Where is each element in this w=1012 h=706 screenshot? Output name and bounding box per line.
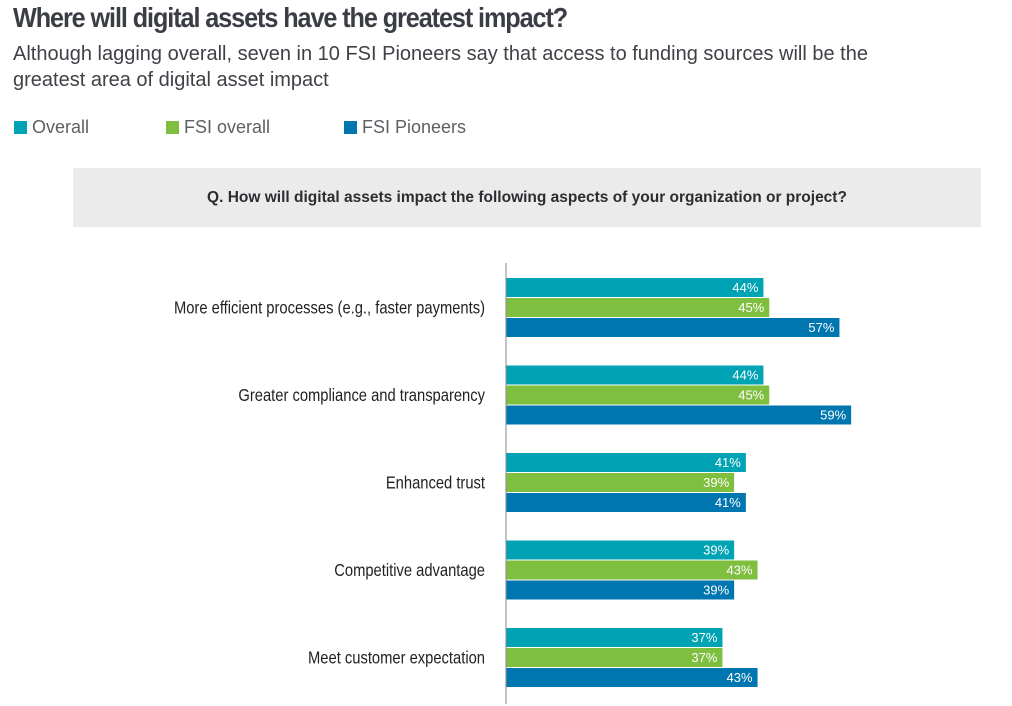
chart-title: Where will digital assets have the great… [13,2,568,33]
bar-value-label: 44% [732,368,758,383]
bar [506,540,735,560]
bar-value-label: 43% [727,563,753,578]
bar-value-label: 43% [727,670,753,685]
bar [506,453,746,472]
bar [506,628,723,647]
bar [506,648,723,667]
bar-value-label: 39% [703,475,729,490]
legend-swatch-overall [14,121,27,134]
bar-value-label: 41% [715,455,741,470]
legend-item-overall: Overall [14,117,89,138]
bar [506,668,758,687]
bar-value-label: 45% [738,300,764,315]
legend-swatch-fsi-pioneers [344,121,357,134]
bar [506,365,764,385]
bar [506,318,840,337]
category-label: Greater compliance and transparency [238,386,485,406]
category-label: Enhanced trust [386,473,486,493]
bar-value-label: 37% [691,650,717,665]
bar [506,405,852,425]
bar-value-label: 41% [715,495,741,510]
bar [506,298,770,317]
bar [506,385,770,405]
bar-value-label: 57% [808,320,834,335]
bar-value-label: 45% [738,388,764,403]
category-label: More efficient processes (e.g., faster p… [174,298,485,318]
bar [506,493,746,512]
bar [506,278,764,297]
category-label: Competitive advantage [334,561,485,581]
legend-label-fsi-pioneers: FSI Pioneers [362,117,467,137]
question-banner: Q. How will digital assets impact the fo… [73,168,981,227]
legend-label-fsi-overall: FSI overall [184,117,271,137]
legend-item-fsi-pioneers: FSI Pioneers [344,117,466,138]
bar-value-label: 59% [820,408,846,423]
category-label: Meet customer expectation [308,648,485,668]
bar-value-label: 37% [691,630,717,645]
bar-value-label: 44% [732,280,758,295]
chart-subtitle: Although lagging overall, seven in 10 FS… [13,43,868,91]
question-text: Q. How will digital assets impact the fo… [207,188,847,206]
bar-value-label: 39% [703,583,729,598]
bar [506,473,735,492]
bar [506,560,758,580]
legend-item-fsi-overall: FSI overall [166,117,270,138]
bar [506,580,735,600]
legend-swatch-fsi-overall [166,121,179,134]
legend-label-overall: Overall [32,117,90,137]
bar-value-label: 39% [703,543,729,558]
